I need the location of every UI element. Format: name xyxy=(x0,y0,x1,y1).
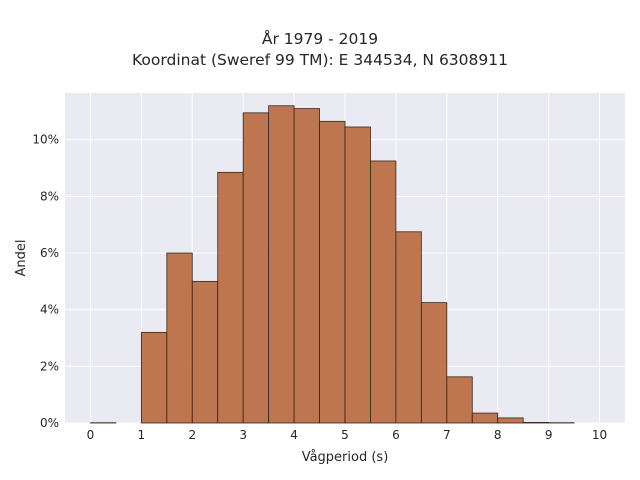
x-tick-label: 10 xyxy=(592,428,607,442)
histogram-bar xyxy=(217,171,244,424)
chart-title-line-1: År 1979 - 2019 xyxy=(261,30,379,48)
x-tick-label: 4 xyxy=(290,428,298,442)
bars-group xyxy=(90,105,575,424)
x-tick-label: 9 xyxy=(545,428,553,442)
histogram-bar xyxy=(471,412,499,424)
chart-title-line-2: Koordinat (Sweref 99 TM): E 344534, N 63… xyxy=(132,51,508,69)
x-tick-label: 1 xyxy=(138,428,146,442)
histogram-bar xyxy=(370,160,397,424)
y-tick-label: 8% xyxy=(40,189,59,203)
x-tick-labels: 0 1 2 3 4 5 6 7 8 9 10 xyxy=(87,428,608,442)
x-tick-label: 8 xyxy=(494,428,502,442)
y-tick-label: 4% xyxy=(40,303,59,317)
histogram-bar xyxy=(242,112,270,424)
histogram-bar xyxy=(191,280,219,424)
y-axis-label: Andel xyxy=(14,240,29,277)
histogram-bar xyxy=(522,422,550,424)
histogram-bar xyxy=(395,231,422,424)
histogram-bar xyxy=(140,331,168,424)
histogram-bar xyxy=(497,417,524,424)
y-tick-label: 0% xyxy=(40,416,59,430)
y-tick-label: 10% xyxy=(32,133,59,147)
y-tick-labels: 0% 2% 4% 6% 8% 10% xyxy=(32,133,59,430)
histogram-bar xyxy=(166,252,193,424)
y-tick-label: 6% xyxy=(40,246,59,260)
x-tick-label: 7 xyxy=(443,428,451,442)
histogram-bar xyxy=(420,302,448,424)
x-tick-label: 6 xyxy=(392,428,400,442)
x-axis-label: Vågperiod (s) xyxy=(302,450,389,465)
histogram-bar xyxy=(268,105,295,424)
x-tick-label: 2 xyxy=(188,428,196,442)
histogram-bar xyxy=(446,376,473,424)
x-tick-label: 3 xyxy=(239,428,247,442)
x-tick-label: 5 xyxy=(341,428,349,442)
x-tick-label: 0 xyxy=(87,428,95,442)
histogram-bar xyxy=(344,126,371,424)
histogram-bar xyxy=(293,108,320,424)
y-tick-label: 2% xyxy=(40,359,59,373)
histogram-bar xyxy=(319,120,346,424)
